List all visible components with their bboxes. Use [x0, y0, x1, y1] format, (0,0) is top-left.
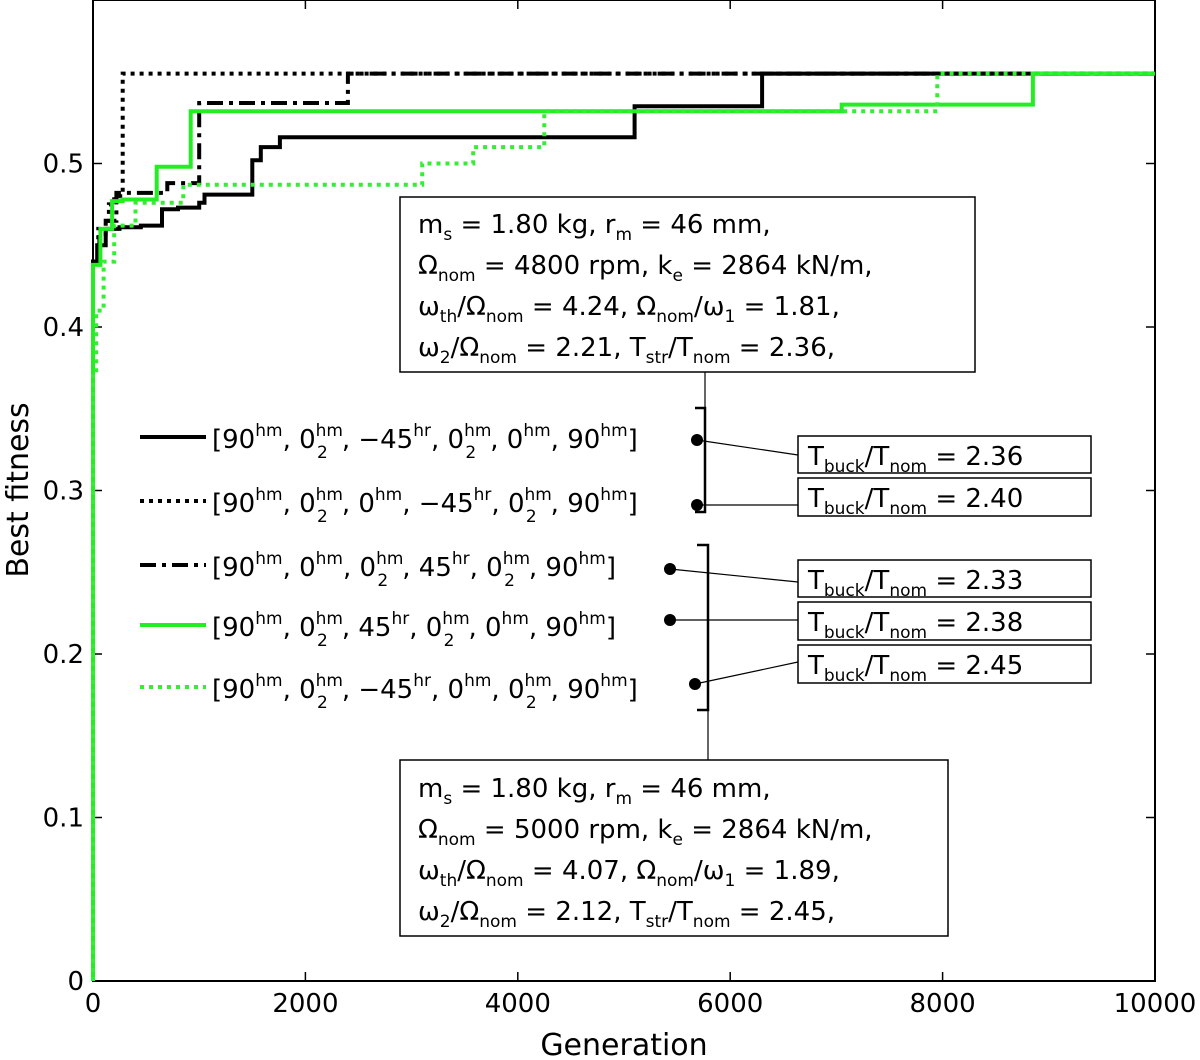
buckling-box-2 [797, 477, 1092, 517]
buckling-callouts: Tbuck/Tnom = 2.36 Tbuck/Tnom = 2.40 Tbuc… [664, 434, 1092, 690]
axis-ticks: 0 2000 4000 6000 8000 10000 0 0.1 0.2 0.3 0.4 0.5 [43, 0, 1197, 1019]
annotation-box-1 [399, 196, 976, 373]
buckling-box-5 [797, 644, 1092, 684]
y-tick-label: 0.2 [43, 640, 84, 670]
annotation-2-line-1: ms = 1.80 kg, rm = 46 mm, [418, 774, 771, 809]
buckling-box-4 [797, 601, 1092, 641]
x-tick-label: 0 [85, 989, 102, 1019]
legend-label-3: [90hm, 0hm, 0hm 2, 45hr, 0hm 2, 90hm] [212, 549, 616, 591]
y-tick-label: 0.4 [43, 313, 84, 343]
callout-dot-3 [664, 563, 676, 575]
legend-label-1: [90hm, 0hm 2, −45hr, 0hm 2, 0hm, 90hm] [212, 421, 638, 463]
x-tick-label: 6000 [697, 989, 763, 1019]
y-tick-label: 0 [67, 967, 84, 997]
annotation-group2: ms = 1.80 kg, rm = 46 mm, Ωnom = 5000 rp… [399, 710, 949, 937]
annotation-1-line-2: Ωnom = 4800 rpm, ke = 2864 kN/m, [418, 251, 873, 286]
buckling-box-1 [797, 435, 1092, 474]
annotation-box-2 [399, 759, 949, 937]
buckling-label-5: Tbuck/Tnom = 2.45 [807, 651, 1023, 686]
annotation-1-line-1: ms = 1.80 kg, rm = 46 mm, [418, 210, 771, 245]
series-line-2 [91, 71, 1155, 981]
legend-label-2: [90hm, 0hm 2, 0hm, −45hr, 0hm 2, 90hm] [212, 485, 638, 527]
callout-dot-5 [689, 678, 701, 690]
x-axis-title: Generation [540, 1028, 707, 1060]
annotation-2-line-2: Ωnom = 5000 rpm, ke = 2864 kN/m, [418, 815, 873, 850]
x-tick-label: 4000 [485, 989, 551, 1019]
buckling-box-3 [797, 559, 1092, 598]
annotation-1-line-3: ωth/Ωnom = 4.24, Ωnom/ω1 = 1.81, [418, 292, 840, 327]
callout-dot-1 [691, 434, 703, 446]
legend: [90hm, 0hm 2, −45hr, 0hm 2, 0hm, 90hm] [90… [140, 406, 710, 713]
y-tick-label: 0.3 [43, 477, 84, 507]
series-line-5 [91, 71, 1155, 981]
series-line-1 [91, 71, 1155, 981]
annotation-group1: ms = 1.80 kg, rm = 46 mm, Ωnom = 4800 rp… [399, 196, 976, 408]
legend-label-5: [90hm, 0hm 2, −45hr, 0hm, 0hm 2, 90hm] [212, 671, 638, 713]
series-line-3 [91, 71, 1155, 981]
group1-bracket [695, 406, 707, 514]
callout-dot-4 [664, 614, 676, 626]
x-tick-label: 10000 [1114, 989, 1197, 1019]
x-tick-label: 2000 [272, 989, 338, 1019]
x-tick-label: 8000 [910, 989, 976, 1019]
annotation-2-line-3: ωth/Ωnom = 4.07, Ωnom/ω1 = 1.89, [418, 856, 840, 891]
y-tick-label: 0.5 [43, 150, 84, 180]
callout-dot-2 [691, 499, 703, 511]
y-axis-title: Best fitness [1, 402, 36, 577]
legend-label-4: [90hm, 0hm 2, 45hr, 0hm 2, 0hm, 90hm] [212, 609, 616, 651]
series-line-4 [91, 71, 1155, 981]
series-layer [91, 71, 1155, 981]
group2-bracket [697, 543, 710, 712]
y-tick-label: 0.1 [43, 804, 84, 834]
